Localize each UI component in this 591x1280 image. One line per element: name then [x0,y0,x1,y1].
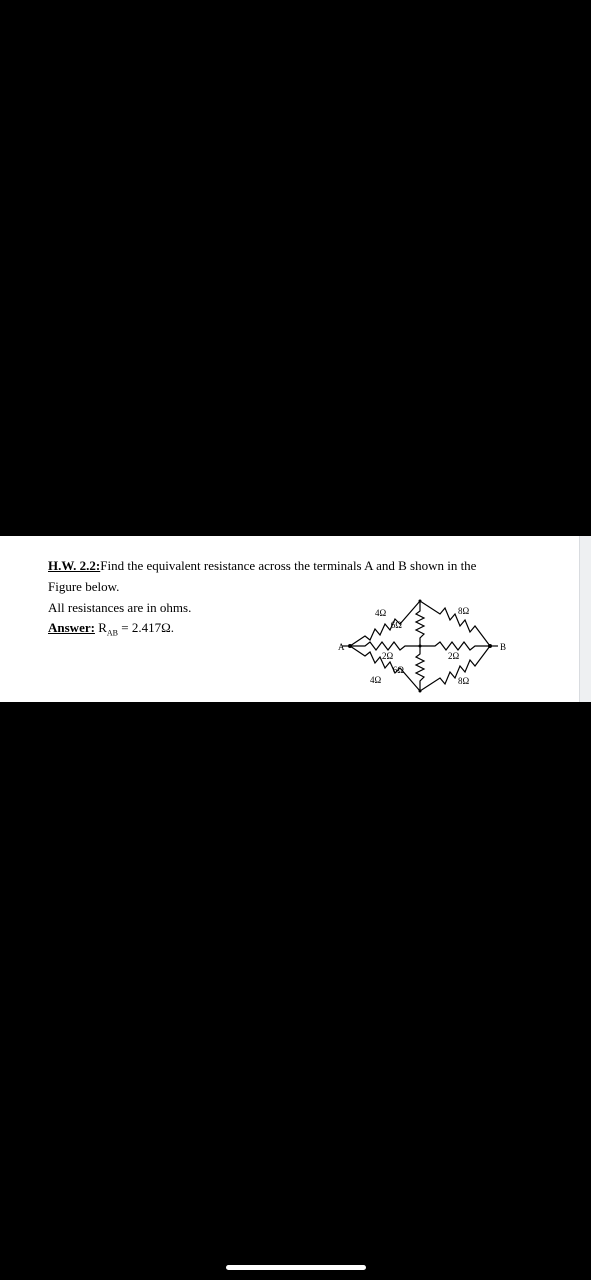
answer-symbol: R [98,620,107,635]
label-mid-left: 2Ω [382,651,394,661]
terminal-b-label: B [500,642,506,652]
terminal-a-label: A [338,642,345,652]
resistor-mid-left [350,642,420,650]
circuit-diagram: A B 4Ω 8Ω 6Ω 2Ω 2Ω 6Ω 4Ω 8Ω [340,596,520,696]
page-edge [579,536,591,702]
resistor-top-right [420,601,490,646]
label-bot-left: 4Ω [370,675,382,685]
question-line2: Figure below. [48,577,548,598]
label-top-left: 4Ω [375,608,387,618]
resistor-top-mid [416,601,424,646]
label-bot-right: 8Ω [458,676,470,686]
resistor-bot-mid [416,646,424,691]
node-center [419,645,422,648]
answer-sub: AB [107,629,118,638]
answer-label: Answer: [48,620,95,635]
home-indicator[interactable] [226,1265,366,1270]
label-mid-right: 2Ω [448,651,460,661]
answer-eq: = 2.417Ω. [118,620,174,635]
document-band: H.W. 2.2:Find the equivalent resistance … [0,536,591,702]
label-top-right: 8Ω [458,606,470,616]
hw-label: H.W. 2.2: [48,558,100,573]
node-top [419,600,422,603]
resistor-mid-right [420,642,490,650]
question-line1: H.W. 2.2:Find the equivalent resistance … [48,556,548,577]
label-bot-mid: 6Ω [393,665,405,675]
node-bottom [419,690,422,693]
q1: Find the equivalent resistance across th… [100,558,476,573]
label-top-mid: 6Ω [391,620,403,630]
